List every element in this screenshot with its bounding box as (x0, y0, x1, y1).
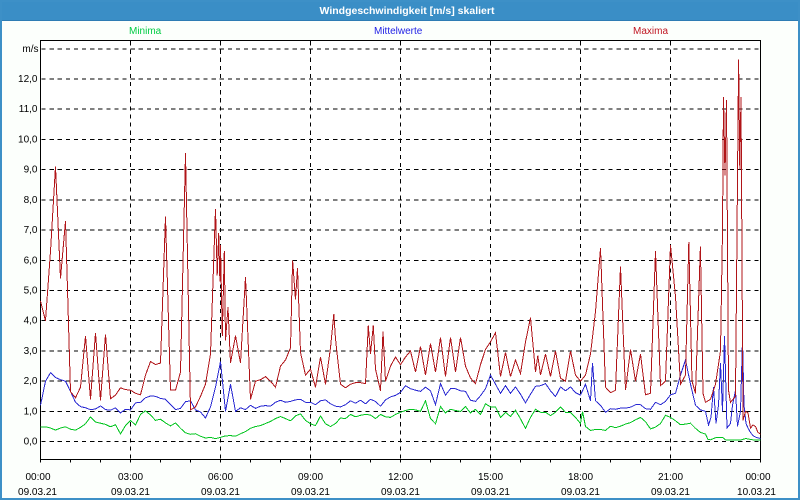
svg-text:09.03.21: 09.03.21 (291, 487, 330, 498)
svg-text:10,0: 10,0 (18, 135, 38, 146)
svg-text:09.03.21: 09.03.21 (18, 487, 57, 498)
svg-text:12,0: 12,0 (18, 74, 38, 85)
svg-text:00:00: 00:00 (745, 472, 770, 483)
svg-text:8,0: 8,0 (24, 195, 38, 206)
svg-text:09.03.21: 09.03.21 (111, 487, 150, 498)
svg-text:09.03.21: 09.03.21 (201, 487, 240, 498)
svg-text:9,0: 9,0 (24, 165, 38, 176)
svg-text:09.03.21: 09.03.21 (471, 487, 510, 498)
svg-text:09.03.21: 09.03.21 (381, 487, 420, 498)
svg-text:12:00: 12:00 (388, 472, 413, 483)
svg-text:10.03.21: 10.03.21 (737, 487, 776, 498)
svg-text:4,0: 4,0 (24, 316, 38, 327)
svg-text:15:00: 15:00 (478, 472, 503, 483)
svg-text:21:00: 21:00 (658, 472, 683, 483)
svg-text:3,0: 3,0 (24, 346, 38, 357)
svg-text:00:00: 00:00 (25, 472, 50, 483)
svg-text:09:00: 09:00 (298, 472, 323, 483)
svg-text:09.03.21: 09.03.21 (561, 487, 600, 498)
svg-text:2,0: 2,0 (24, 376, 38, 387)
svg-text:0,0: 0,0 (24, 437, 38, 448)
svg-text:5,0: 5,0 (24, 286, 38, 297)
svg-text:1,0: 1,0 (24, 406, 38, 417)
svg-text:06:00: 06:00 (208, 472, 233, 483)
svg-text:m/s: m/s (22, 44, 38, 55)
svg-text:18:00: 18:00 (568, 472, 593, 483)
svg-text:03:00: 03:00 (118, 472, 143, 483)
svg-text:7,0: 7,0 (24, 225, 38, 236)
svg-text:11,0: 11,0 (19, 104, 38, 115)
svg-text:09.03.21: 09.03.21 (651, 487, 690, 498)
svg-text:6,0: 6,0 (24, 255, 38, 266)
